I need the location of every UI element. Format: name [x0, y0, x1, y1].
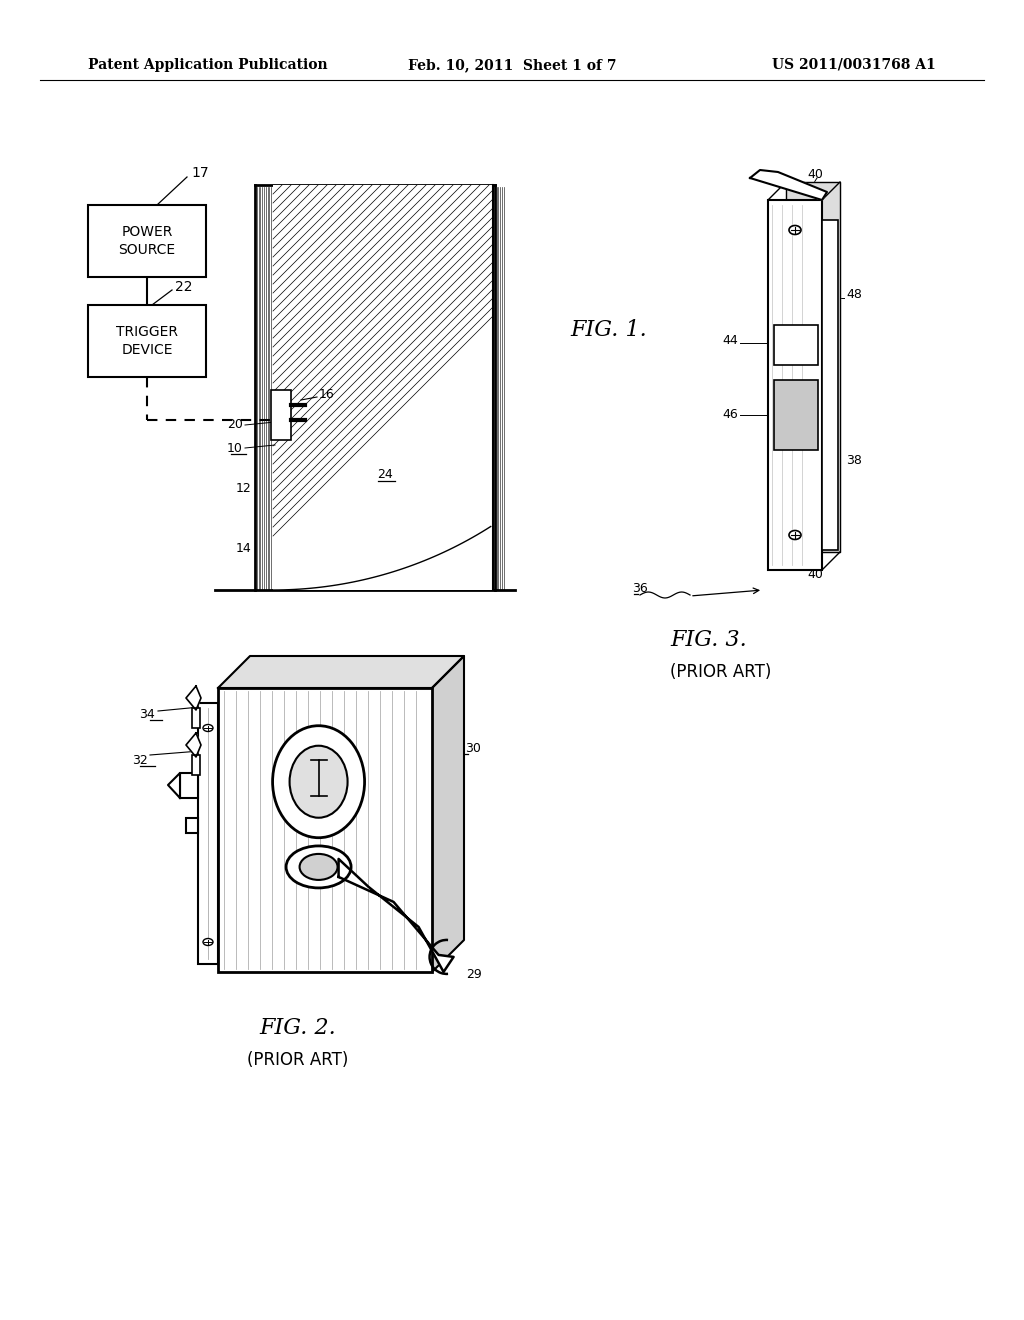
Text: Patent Application Publication: Patent Application Publication [88, 58, 328, 73]
Polygon shape [339, 859, 454, 972]
Text: 32: 32 [132, 755, 148, 767]
Polygon shape [786, 182, 840, 552]
Text: FIG. 3.: FIG. 3. [670, 630, 746, 651]
Bar [186, 818, 198, 833]
Text: 12: 12 [236, 482, 251, 495]
Text: 16: 16 [319, 388, 335, 401]
Text: 42: 42 [823, 524, 839, 536]
Text: 35: 35 [375, 785, 390, 799]
Bar [193, 755, 200, 775]
Polygon shape [218, 656, 464, 688]
Polygon shape [186, 733, 201, 756]
Text: US 2011/0031768 A1: US 2011/0031768 A1 [772, 58, 936, 73]
Bar [198, 704, 218, 964]
Text: 24: 24 [377, 469, 393, 482]
Text: 22: 22 [175, 280, 193, 294]
Text: 46: 46 [722, 408, 738, 421]
Text: FIG. 1.: FIG. 1. [570, 319, 647, 341]
Bar [822, 220, 838, 550]
Text: 14: 14 [236, 541, 251, 554]
Bar [774, 325, 818, 366]
Polygon shape [432, 656, 464, 972]
Ellipse shape [203, 939, 213, 945]
Bar [218, 688, 432, 972]
Ellipse shape [203, 725, 213, 731]
Ellipse shape [300, 854, 338, 880]
Bar [88, 305, 206, 378]
Text: 30: 30 [465, 742, 481, 755]
Ellipse shape [286, 846, 351, 888]
Text: 40: 40 [807, 169, 823, 181]
Ellipse shape [790, 226, 801, 235]
Text: TRIGGER
DEVICE: TRIGGER DEVICE [116, 325, 178, 358]
Text: 17: 17 [191, 166, 209, 180]
Ellipse shape [272, 726, 365, 838]
Text: 10: 10 [227, 441, 243, 454]
Bar [774, 380, 818, 450]
Text: 36: 36 [632, 582, 648, 594]
Text: 20: 20 [227, 418, 243, 432]
Bar [273, 185, 493, 590]
Ellipse shape [290, 746, 347, 817]
Bar [193, 708, 200, 729]
Text: 34: 34 [139, 709, 155, 722]
Text: 48: 48 [846, 289, 862, 301]
Text: FIG. 2.: FIG. 2. [260, 1016, 336, 1039]
Bar [271, 389, 291, 440]
Text: 44: 44 [722, 334, 738, 346]
Bar [768, 201, 822, 570]
Polygon shape [750, 170, 827, 201]
Polygon shape [168, 774, 180, 799]
Text: 42: 42 [823, 194, 839, 206]
Polygon shape [186, 686, 201, 710]
Text: (PRIOR ART): (PRIOR ART) [248, 1051, 349, 1069]
Text: 40: 40 [807, 569, 823, 582]
Text: Feb. 10, 2011  Sheet 1 of 7: Feb. 10, 2011 Sheet 1 of 7 [408, 58, 616, 73]
Bar [180, 774, 198, 799]
Bar [88, 205, 206, 277]
Text: 38: 38 [846, 454, 862, 466]
Text: 29: 29 [467, 969, 482, 982]
Text: (PRIOR ART): (PRIOR ART) [670, 663, 771, 681]
Ellipse shape [790, 531, 801, 540]
Text: POWER
SOURCE: POWER SOURCE [119, 224, 175, 257]
